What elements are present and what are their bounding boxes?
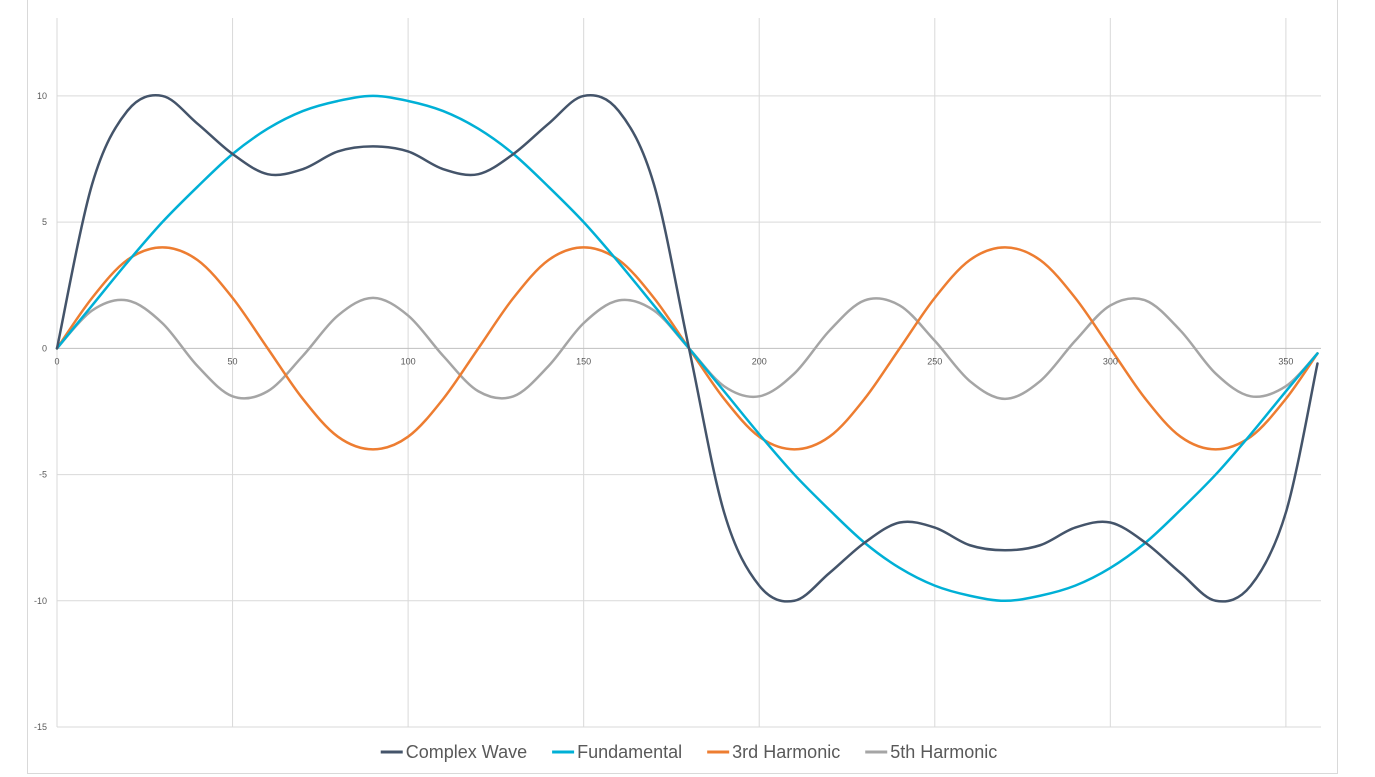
series-line-complex-wave xyxy=(55,94,1319,603)
legend-item-3rd-harmonic: 3rd Harmonic xyxy=(707,742,840,762)
legend-item-fundamental: Fundamental xyxy=(552,742,682,762)
grid-lines xyxy=(56,18,1321,728)
x-tick-label: 300 xyxy=(1103,356,1118,366)
y-tick-label: -5 xyxy=(39,470,47,480)
legend-label: 3rd Harmonic xyxy=(732,742,840,762)
legend-label: Complex Wave xyxy=(406,742,527,762)
x-tick-labels: 0 50 100 150 200 250 300 350 xyxy=(54,356,1293,366)
legend-label: Fundamental xyxy=(577,742,682,762)
y-tick-labels: 10 5 0 -5 -10 -15 xyxy=(34,91,47,732)
y-tick-label: 0 xyxy=(42,343,47,353)
x-tick-label: 150 xyxy=(576,356,591,366)
x-tick-label: 350 xyxy=(1278,356,1293,366)
x-tick-label: 200 xyxy=(752,356,767,366)
legend: Complex Wave Fundamental 3rd Harmonic 5th H… xyxy=(380,742,997,762)
y-tick-label: -10 xyxy=(34,596,47,606)
x-tick-label: 50 xyxy=(228,356,238,366)
x-tick-label: 250 xyxy=(927,356,942,366)
y-tick-label: -15 xyxy=(34,722,47,732)
series-lines xyxy=(55,94,1319,603)
y-tick-label: 5 xyxy=(42,217,47,227)
x-tick-label: 100 xyxy=(401,356,416,366)
x-tick-label: 0 xyxy=(54,356,59,366)
legend-label: 5th Harmonic xyxy=(890,742,997,762)
y-tick-label: 10 xyxy=(37,91,47,101)
legend-item-complex-wave: Complex Wave xyxy=(380,742,527,762)
chart-frame xyxy=(27,0,1338,774)
legend-item-5th-harmonic: 5th Harmonic xyxy=(865,742,997,762)
